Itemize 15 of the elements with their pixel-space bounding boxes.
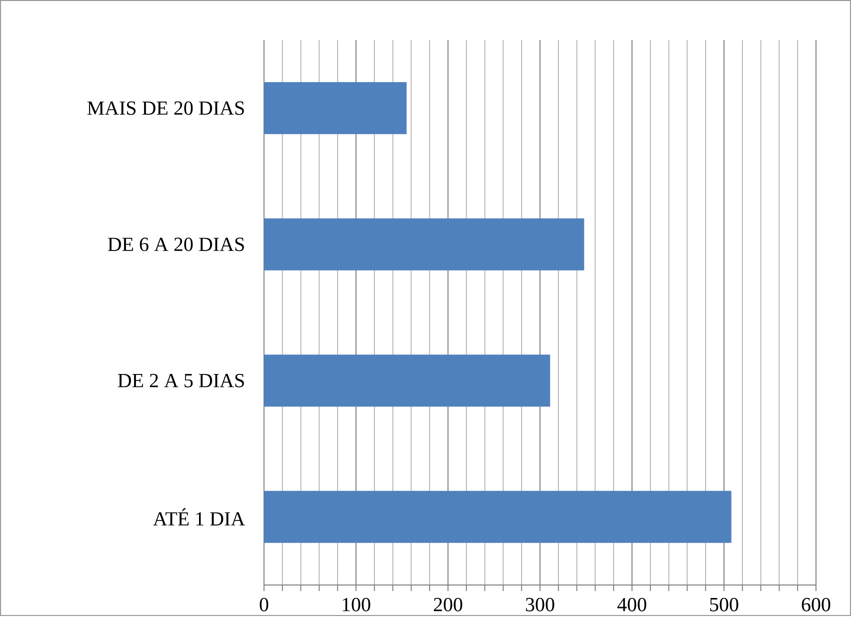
bar xyxy=(264,354,550,407)
bar xyxy=(264,82,407,134)
y-tick-label: MAIS DE 20 DIAS xyxy=(87,101,244,115)
y-tick-label: DE 2 A 5 DIAS xyxy=(118,374,244,388)
bar xyxy=(264,490,732,543)
x-tick-label: 0 xyxy=(260,598,268,612)
x-tick-label: 600 xyxy=(802,598,830,612)
x-tick-label: 100 xyxy=(342,598,370,612)
bar xyxy=(264,218,584,270)
x-tick-label: 500 xyxy=(710,598,738,612)
y-tick-label: ATÉ 1 DIA xyxy=(153,508,245,526)
x-tick-label: 300 xyxy=(526,598,554,612)
x-tick-label: 200 xyxy=(434,598,462,612)
x-tick-label: 400 xyxy=(617,598,646,612)
y-tick-label: DE 6 A 20 DIAS xyxy=(108,238,244,252)
